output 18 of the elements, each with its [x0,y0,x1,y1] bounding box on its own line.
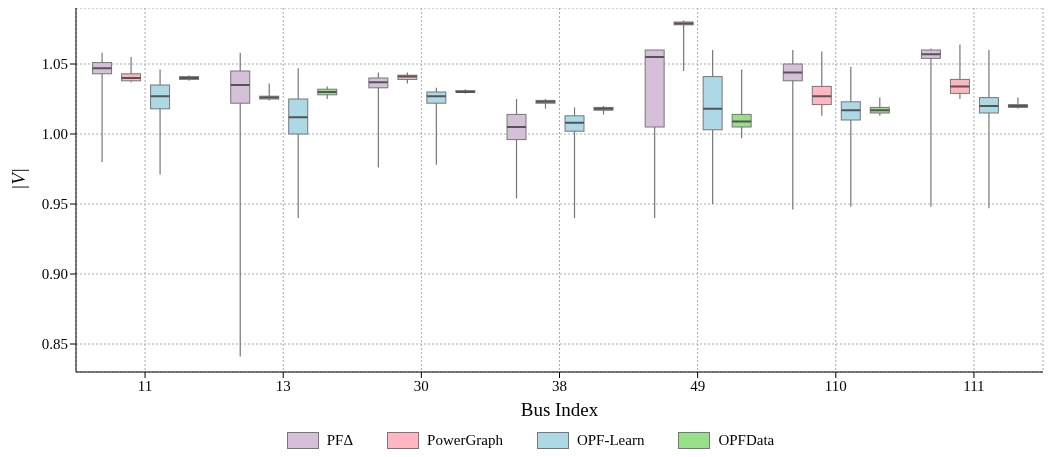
y-tick-label: 0.95 [41,196,68,213]
x-tick-label: 49 [690,377,706,394]
legend-label: PowerGraph [427,432,503,449]
y-tick-label: 0.90 [41,266,68,283]
y-tick-label: 1.05 [41,56,68,73]
legend-label: OPFData [718,432,775,449]
y-tick-label: 1.00 [41,126,68,143]
x-axis-title: Bus Index [520,399,599,420]
x-tick-label: 13 [275,377,291,394]
x-tick-label: 111 [963,377,985,394]
legend-label: PFΔ [326,432,354,449]
y-tick-label: 0.85 [41,336,68,353]
legend-label: OPF-Learn [576,432,645,449]
x-tick-label: 38 [552,377,567,394]
y-axis-title: |V| [7,167,29,190]
x-tick-label: 110 [824,377,847,394]
x-tick-label: 11 [137,377,153,394]
x-tick-label: 30 [413,377,429,394]
